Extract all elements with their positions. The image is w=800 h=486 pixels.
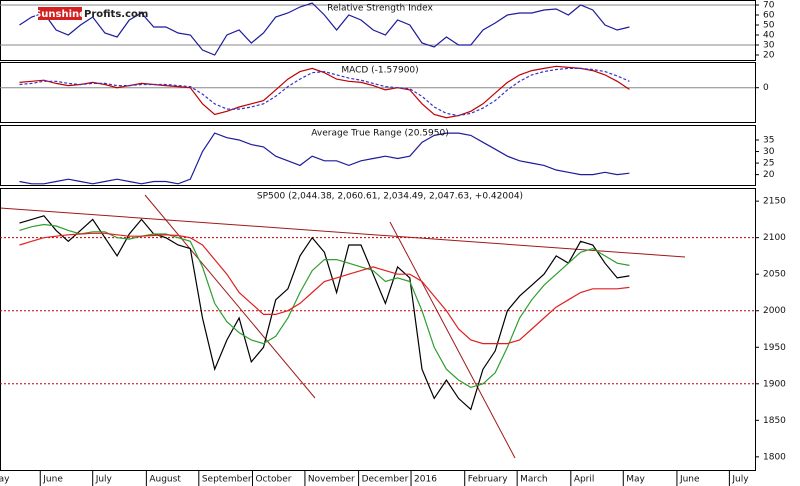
logo: Sunshine Profits.com xyxy=(34,7,148,20)
series-line xyxy=(19,132,630,185)
x-tick-label: December xyxy=(362,475,409,485)
y-tick-label: 1800 xyxy=(763,452,786,462)
y-tick-label: 2150 xyxy=(763,197,786,207)
x-tick-label: 2016 xyxy=(414,475,437,485)
panel-frame xyxy=(0,62,756,123)
panel-title: SP500 (2,044.38, 2,060.61, 2,034.49, 2,0… xyxy=(257,192,523,202)
x-tick-label: November xyxy=(308,475,355,485)
panel-title: MACD (-1.57900) xyxy=(341,66,418,76)
panel-frame xyxy=(0,0,756,61)
x-tick-label: March xyxy=(520,475,547,485)
y-tick-label: 2100 xyxy=(763,233,786,243)
y-tick-label: 0 xyxy=(763,83,769,93)
x-tick-label: May xyxy=(0,475,10,485)
y-tick-label: 1850 xyxy=(763,416,786,426)
x-tick-label: July xyxy=(731,475,749,485)
trend-lines xyxy=(0,194,686,459)
y-tick-label: 35 xyxy=(763,136,774,146)
y-tick-label: 70 xyxy=(763,1,775,11)
trend-line xyxy=(389,221,516,459)
x-tick-label: February xyxy=(468,475,509,485)
series-line xyxy=(19,215,630,411)
series-line xyxy=(19,67,630,117)
y-tick-label: 20 xyxy=(763,51,775,61)
x-tick-label: June xyxy=(679,475,700,485)
y-tick-label: 30 xyxy=(763,147,775,157)
series-line xyxy=(19,232,630,345)
x-tick-label: August xyxy=(149,475,181,485)
y-tick-label: 50 xyxy=(763,21,775,31)
y-tick-label: 1900 xyxy=(763,379,786,389)
y-tick-label: 25 xyxy=(763,159,774,169)
panel-title: Relative Strength Index xyxy=(327,4,433,14)
y-tick-label: 60 xyxy=(763,11,775,21)
y-tick-label: 2050 xyxy=(763,270,786,280)
x-tick-label: June xyxy=(42,475,63,485)
trend-line xyxy=(144,194,316,399)
logo-suffix: Profits.com xyxy=(84,9,148,20)
x-tick-label: May xyxy=(626,475,645,485)
y-tick-label: 30 xyxy=(763,41,775,51)
x-tick-label: April xyxy=(574,475,595,485)
y-tick-label: 2000 xyxy=(763,306,786,316)
y-tick-label: 20 xyxy=(763,170,775,180)
y-tick-label: 1950 xyxy=(763,343,786,353)
logo-brand: Sunshine xyxy=(34,9,86,20)
x-tick-label: July xyxy=(95,475,113,485)
logo-box xyxy=(38,7,82,20)
series-line xyxy=(19,2,630,56)
series-line xyxy=(19,65,630,119)
x-tick-label: October xyxy=(255,475,291,485)
x-tick-label: September xyxy=(202,475,252,485)
trend-line xyxy=(0,207,686,258)
series-line xyxy=(19,223,630,389)
panel-title: Average True Range (20.5950) xyxy=(311,129,448,139)
panel-frame xyxy=(0,125,756,186)
y-tick-label: 40 xyxy=(763,31,775,41)
